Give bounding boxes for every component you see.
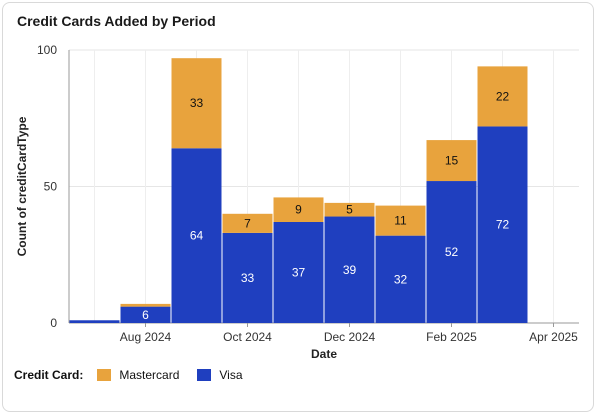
bar-visa-3 [222, 232, 273, 323]
bar-mastercard-1 [120, 303, 171, 307]
bar-mastercard-2 [171, 58, 222, 149]
data-label-mastercard: 9 [295, 203, 302, 217]
legend-item-visa[interactable]: Visa [197, 368, 243, 382]
data-label-mastercard: 22 [496, 89, 510, 103]
data-label-visa: 6 [142, 308, 149, 322]
data-label-visa: 72 [496, 218, 510, 232]
legend-title: Credit Card: [14, 368, 84, 382]
x-tick-label: Oct 2024 [223, 330, 272, 344]
bar-mastercard-3 [222, 213, 273, 233]
y-axis-title: Count of creditCardType [15, 116, 29, 256]
legend: Credit Card: Mastercard Visa [14, 368, 261, 382]
bar-visa-2 [171, 148, 222, 323]
bar-visa-1 [120, 306, 171, 323]
data-label-visa: 64 [190, 229, 204, 243]
bar-visa-7 [426, 181, 477, 323]
bar-mastercard-4 [273, 197, 324, 222]
data-label-visa: 37 [292, 265, 306, 279]
bar-visa-4 [273, 221, 324, 323]
y-tick-label: 0 [50, 316, 57, 330]
bar-mastercard-8 [477, 66, 528, 127]
bar-mastercard-7 [426, 140, 477, 182]
x-axis-title: Date [311, 347, 337, 361]
chart-title: Credit Cards Added by Period [17, 13, 216, 29]
y-tick-label: 100 [37, 43, 57, 57]
legend-label-mastercard: Mastercard [119, 368, 180, 382]
bar-visa-0 [69, 320, 120, 323]
bar-mastercard-5 [324, 202, 375, 217]
data-label-visa: 39 [343, 263, 357, 277]
legend-item-mastercard[interactable]: Mastercard [97, 368, 179, 382]
x-tick-label: Aug 2024 [120, 330, 172, 344]
bar-mastercard-6 [375, 205, 426, 236]
legend-swatch-visa [197, 369, 212, 381]
x-tick-label: Apr 2025 [529, 330, 578, 344]
data-label-mastercard: 5 [346, 203, 353, 217]
data-label-mastercard: 11 [394, 214, 407, 228]
data-label-mastercard: 33 [190, 96, 204, 110]
data-label-mastercard: 7 [244, 216, 251, 230]
legend-swatch-mastercard [97, 369, 112, 381]
bar-visa-8 [477, 126, 528, 323]
x-tick-label: Dec 2024 [324, 330, 376, 344]
data-label-visa: 32 [394, 272, 408, 286]
legend-label-visa: Visa [219, 368, 243, 382]
bar-visa-6 [375, 235, 426, 323]
data-label-visa: 33 [241, 271, 255, 285]
y-tick-label: 50 [44, 180, 58, 194]
data-label-visa: 52 [445, 245, 459, 259]
bar-visa-5 [324, 216, 375, 323]
x-tick-label: Feb 2025 [426, 330, 477, 344]
data-label-mastercard: 15 [445, 154, 459, 168]
